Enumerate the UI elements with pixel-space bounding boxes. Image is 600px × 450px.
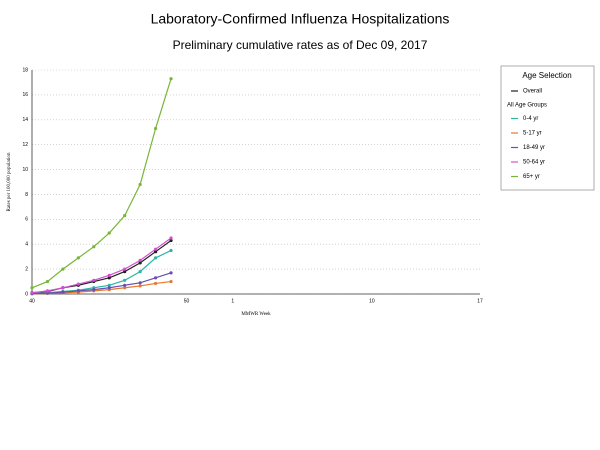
data-point	[92, 288, 96, 292]
data-point	[153, 250, 158, 254]
data-point	[169, 248, 173, 253]
data-point	[61, 267, 65, 271]
data-point	[76, 256, 80, 260]
data-point	[30, 286, 34, 290]
y-tick-label: 0	[25, 291, 28, 297]
data-point	[107, 276, 111, 280]
legend-box	[500, 65, 595, 191]
data-point	[45, 289, 50, 293]
data-point	[30, 291, 34, 295]
series-line	[31, 249, 172, 294]
data-point	[107, 286, 111, 290]
data-point	[76, 282, 80, 286]
x-tick-label: 50	[184, 298, 190, 304]
data-point	[76, 289, 80, 293]
legend-label[interactable]: 5-17 yr	[523, 131, 542, 137]
legend-label[interactable]: 0-4 yr	[523, 116, 538, 122]
data-point	[123, 278, 127, 282]
data-point	[61, 286, 65, 290]
y-tick-label: 12	[22, 142, 28, 148]
data-point	[123, 270, 127, 274]
data-point	[153, 276, 158, 280]
data-point	[138, 284, 142, 288]
data-point	[61, 290, 65, 294]
y-tick-label: 14	[22, 117, 28, 123]
y-tick-label: 4	[25, 242, 28, 248]
data-point	[45, 291, 50, 295]
y-tick-label: 8	[25, 192, 28, 198]
y-tick-label: 16	[22, 92, 28, 98]
data-point	[169, 238, 173, 243]
data-point	[123, 214, 127, 218]
y-axis-label: Rates per 100,000 population	[7, 152, 12, 211]
data-point	[107, 273, 111, 277]
data-point	[138, 270, 142, 274]
series-line	[31, 272, 172, 295]
data-point	[92, 245, 96, 249]
data-point	[123, 267, 127, 271]
legend-group-label: All Age Groups	[507, 103, 547, 109]
data-point	[153, 126, 158, 131]
legend-label[interactable]: 65+ yr	[523, 174, 540, 180]
data-point	[153, 256, 158, 260]
x-axis-label: MMWR Week	[241, 312, 271, 317]
y-tick-label: 18	[22, 67, 28, 73]
legend-title: Age Selection	[522, 71, 571, 80]
series-line	[31, 78, 172, 289]
data-point	[169, 77, 173, 81]
data-point	[107, 283, 111, 287]
legend-label[interactable]: 50-64 yr	[523, 160, 545, 166]
x-tick-label: 10	[369, 298, 375, 304]
data-point	[45, 279, 50, 284]
chart-title: Laboratory-Confirmed Influenza Hospitali…	[151, 11, 450, 27]
data-point	[107, 231, 111, 235]
data-point	[92, 278, 96, 282]
legend-label[interactable]: Overall	[523, 89, 542, 95]
data-point	[138, 281, 142, 285]
y-tick-label: 6	[25, 217, 28, 223]
data-point	[123, 283, 127, 287]
chart-subtitle: Preliminary cumulative rates as of Dec 0…	[173, 38, 428, 52]
data-point	[138, 261, 142, 265]
data-point	[153, 281, 158, 286]
x-tick-label: 17	[477, 298, 483, 304]
data-point	[138, 258, 142, 262]
series-line	[31, 240, 172, 294]
legend-label[interactable]: 18-49 yr	[523, 145, 545, 151]
y-tick-label: 2	[25, 266, 28, 272]
y-tick-label: 10	[22, 167, 28, 173]
x-tick-label: 40	[29, 298, 35, 304]
data-point	[153, 247, 158, 251]
data-point	[169, 236, 173, 240]
series-line	[31, 237, 172, 294]
data-point	[123, 286, 127, 290]
x-tick-label: 1	[231, 298, 234, 304]
data-point	[169, 271, 173, 275]
data-point	[169, 279, 173, 284]
data-point	[138, 182, 142, 187]
